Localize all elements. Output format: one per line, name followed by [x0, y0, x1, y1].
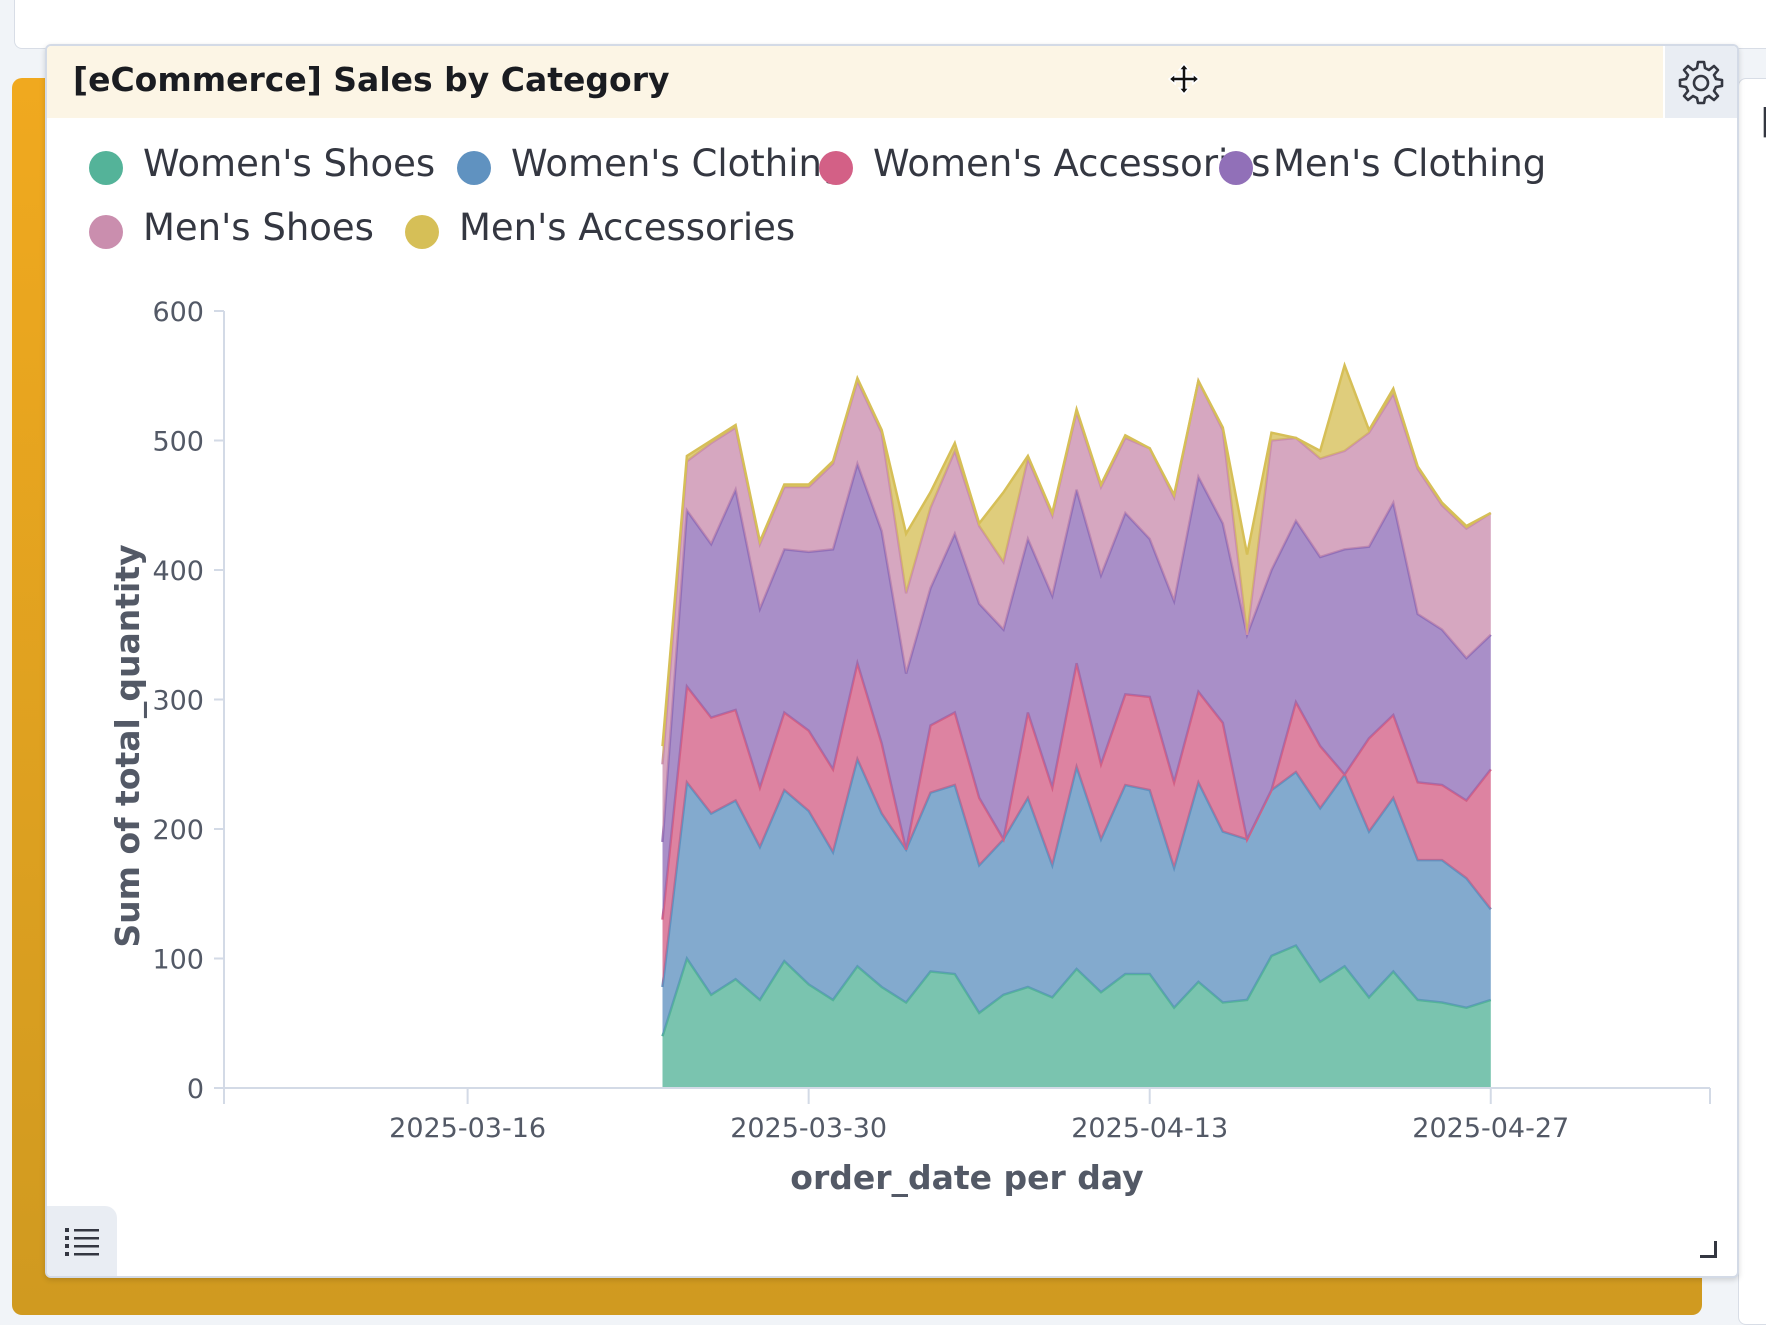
y-tick-label: 0 [187, 1074, 204, 1105]
y-axis-title: Sum of total_quantity [108, 544, 147, 947]
background-panel-top [14, 0, 1766, 49]
area-womens-shoes [662, 945, 1491, 1088]
legend-item-mens-accessories[interactable]: Men's Accessories [405, 206, 795, 249]
x-tick-label: 2025-04-13 [1071, 1113, 1228, 1144]
y-tick-label: 200 [152, 815, 204, 846]
area-womens-clothing [662, 759, 1491, 1037]
background-panel-bracket: [ [1756, 102, 1766, 142]
area-mens-shoes [662, 380, 1491, 842]
legend-label: Men's Accessories [459, 206, 796, 249]
area-womens-accessories [662, 663, 1491, 987]
list-icon [65, 1228, 99, 1256]
legend-swatch [819, 150, 853, 185]
y-tick-label: 500 [152, 427, 204, 458]
x-axis-title: order_date per day [790, 1158, 1143, 1197]
legend-item-womens-accessories[interactable]: Women's Accessories [819, 142, 1270, 185]
legend-swatch [457, 150, 491, 185]
legend-item-womens-clothing[interactable]: Women's Clothing [457, 142, 845, 185]
legend-label: Women's Accessories [873, 142, 1271, 185]
x-tick-label: 2025-04-27 [1412, 1113, 1569, 1144]
panel-options-list-button[interactable] [47, 1206, 117, 1276]
move-icon[interactable] [1167, 62, 1201, 100]
stacked-area-chart: 0 100 200 300 400 500 600 2025-03-16 2025-03-30 2… [108, 297, 1711, 1197]
panel-title: [eCommerce] Sales by Category [73, 60, 670, 99]
legend-label: Women's Clothing [511, 142, 846, 185]
legend-item-mens-clothing[interactable]: Men's Clothing [1219, 142, 1546, 185]
legend-swatch [89, 150, 123, 185]
line-mens-accessories [661, 361, 1492, 747]
gear-icon [1678, 60, 1724, 105]
y-tick-label: 100 [152, 945, 204, 976]
background-panel-right [1738, 78, 1766, 1325]
legend-swatch [1219, 150, 1253, 185]
legend-item-womens-shoes[interactable]: Women's Shoes [89, 142, 435, 185]
y-tick-label: 600 [152, 297, 204, 328]
area-mens-clothing [662, 463, 1491, 920]
x-tick-label: 2025-03-30 [730, 1113, 887, 1144]
x-tick-label: 2025-03-16 [389, 1113, 546, 1144]
y-tick-label: 400 [152, 556, 204, 587]
legend-label: Men's Clothing [1273, 142, 1547, 185]
visualization-panel[interactable]: [eCommerce] Sales by Category Women's Sh… [45, 44, 1739, 1278]
legend-label: Men's Shoes [143, 206, 374, 249]
resize-handle-icon[interactable] [1700, 1241, 1717, 1258]
y-tick-label: 300 [152, 686, 204, 717]
legend-label: Women's Shoes [143, 142, 436, 185]
legend-swatch [405, 214, 439, 249]
legend-swatch [89, 214, 123, 249]
panel-settings-button[interactable] [1665, 46, 1737, 118]
panel-header[interactable]: [eCommerce] Sales by Category [47, 46, 1663, 118]
legend-item-mens-shoes[interactable]: Men's Shoes [89, 206, 374, 249]
